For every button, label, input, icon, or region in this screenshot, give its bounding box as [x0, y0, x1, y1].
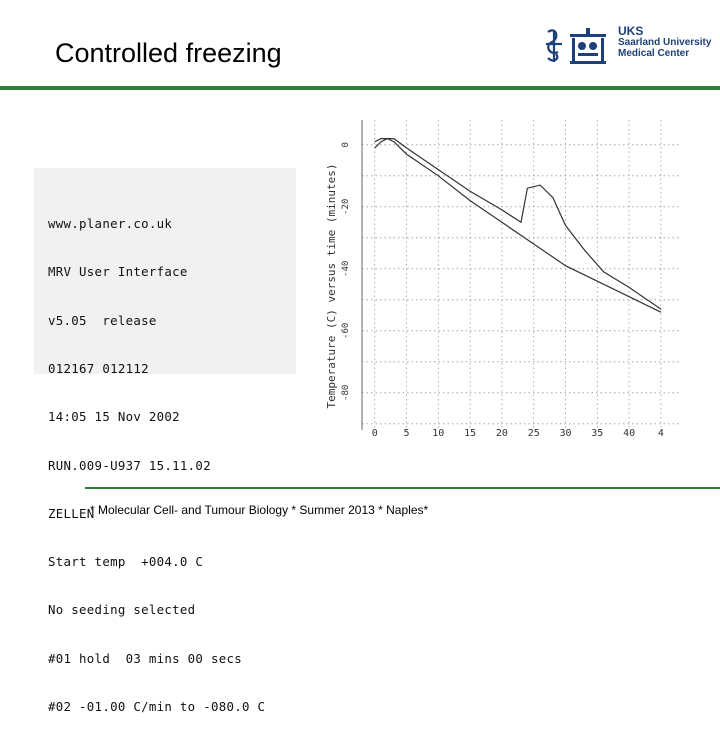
slide-title: Controlled freezing — [55, 38, 282, 68]
printout-line: No seeding selected — [48, 602, 196, 618]
printout-line: v5.05 release — [48, 312, 157, 328]
printout-line: MRV User Interface — [48, 264, 188, 280]
x-tick-label: 10 — [432, 428, 444, 439]
freezing-chart: 0 -20 -40 -60 -80 0 5 10 15 20 25 30 35 40 4 Temperatu… — [325, 120, 680, 439]
footer-divider — [85, 487, 720, 489]
series-line-2 — [374, 137, 662, 313]
chart-grid — [362, 120, 680, 430]
printout-line: #02 -01.00 C/min to -080.0 C — [48, 699, 266, 714]
logo-line-university: Saarland University — [618, 37, 712, 48]
logo-text: UKS Saarland University Medical Center — [618, 24, 712, 59]
x-tick-label: 4 — [658, 428, 664, 439]
printout-line: #01 hold 03 mins 00 secs — [48, 650, 242, 666]
y-tick-label: -80 — [341, 385, 351, 401]
x-tick-label: 35 — [591, 428, 603, 439]
printout-text: www.planer.co.uk MRV User Interface v5.0… — [48, 184, 265, 731]
header-divider — [0, 86, 720, 90]
y-tick-label: -60 — [341, 323, 351, 339]
x-tick-label: 20 — [496, 428, 508, 439]
x-tick-label: 25 — [528, 428, 540, 439]
printout-line: ZELLEN — [48, 505, 95, 521]
x-tick-label: 5 — [404, 428, 410, 439]
series-line-1 — [374, 138, 662, 310]
printout-line: www.planer.co.uk — [48, 216, 173, 232]
chart-series — [374, 137, 662, 313]
printout-line: 012167 012112 — [48, 361, 149, 377]
uks-logo — [542, 24, 712, 68]
printout-line: Start temp +004.0 C — [48, 554, 204, 570]
y-tick-label: 0 — [341, 142, 351, 147]
x-tick-label: 40 — [623, 428, 635, 439]
y-tick-label: -20 — [341, 199, 351, 215]
slide-footer: * Molecular Cell- and Tumour Biology * S… — [90, 503, 429, 517]
logo-line-uks: UKS — [618, 24, 644, 38]
printout-line: 14:05 15 Nov 2002 — [48, 409, 180, 425]
chart-ylabel: Temperature (C) versus time (minutes) — [325, 163, 338, 408]
university-seal-icon — [546, 28, 606, 64]
printout-line: RUN.009-U937 15.11.02 — [48, 457, 211, 473]
y-tick-label: -40 — [341, 261, 351, 277]
x-tick-label: 0 — [372, 428, 378, 439]
logo-line-center: Medical Center — [618, 48, 690, 59]
x-tick-label: 30 — [559, 428, 571, 439]
printout-background — [34, 168, 296, 374]
x-tick-label: 15 — [464, 428, 476, 439]
chart-ticks: 0 -20 -40 -60 -80 0 5 10 15 20 25 30 35 40 4 — [341, 142, 664, 439]
